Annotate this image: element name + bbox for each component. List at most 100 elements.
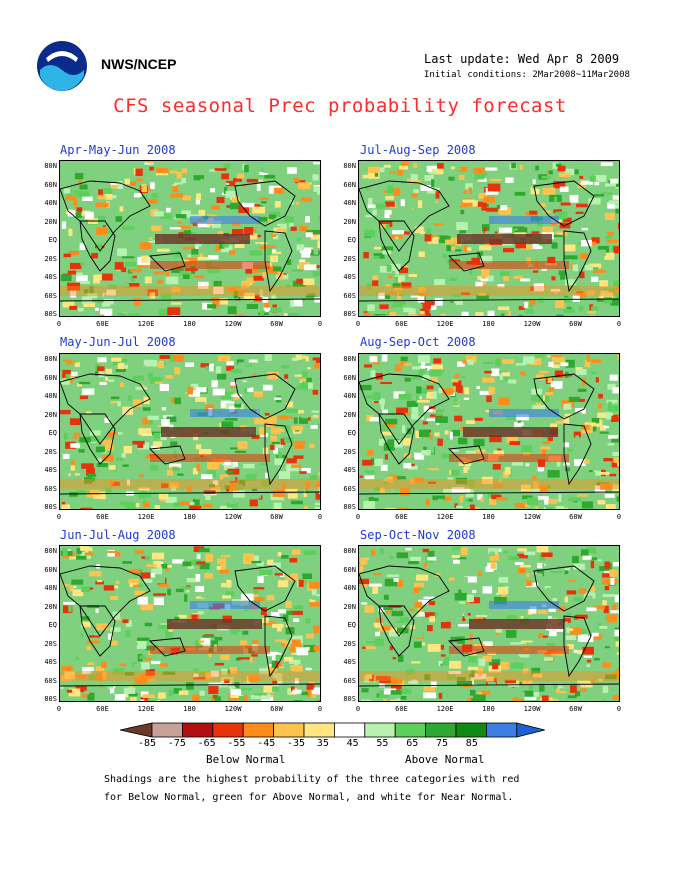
lat-tick-label: 60N	[44, 565, 57, 574]
cbar-tick-label: 65	[406, 738, 419, 749]
lat-tick-label: 20N	[44, 217, 57, 226]
cbar-arrow-right	[516, 722, 545, 738]
panel-title-jja: Jun-Jul-Aug 2008	[60, 528, 176, 542]
lat-tick-label: EQ	[347, 429, 356, 437]
lon-tick-label: 0	[317, 705, 323, 713]
panel-title-aso: Aug-Sep-Oct 2008	[360, 335, 476, 349]
lon-tick-label: 180	[482, 513, 495, 521]
lat-tick-label: 40S	[44, 658, 57, 666]
lat-tick-label: 20N	[44, 410, 57, 419]
map-panel-aso	[358, 353, 620, 510]
lat-tick-label: 20S	[44, 254, 57, 263]
lat-tick-label: 20N	[343, 410, 356, 419]
lon-tick-label: 120W	[523, 320, 541, 328]
lat-tick-label: 60S	[44, 291, 57, 300]
lon-tick-label: 0	[355, 320, 361, 328]
lat-tick-label: 40S	[44, 466, 57, 474]
lon-tick-label: 0	[355, 513, 361, 521]
lon-tick-label: 60W	[569, 705, 582, 713]
lat-tick-label: 80S	[343, 503, 356, 511]
lat-tick-label: 80S	[343, 310, 356, 318]
lon-tick-label: 60W	[569, 513, 582, 521]
lat-tick-label: 80N	[343, 162, 356, 170]
lat-tick-label: 60S	[343, 291, 356, 300]
lat-tick-label: 60N	[44, 180, 57, 189]
lon-tick-label: 120W	[224, 513, 242, 521]
cbar-swatch	[425, 722, 457, 738]
cbar-tick-label: 85	[465, 738, 478, 749]
lon-tick-label: 0	[616, 320, 622, 328]
lat-tick-label: 20N	[343, 602, 356, 611]
noaa-logo-icon	[36, 40, 88, 92]
cbar-tick-label: -75	[167, 738, 186, 749]
cbar-swatch	[394, 722, 427, 738]
lat-tick-label: 20N	[44, 602, 57, 611]
lat-tick-label: 40N	[44, 199, 57, 207]
lat-tick-label: 60N	[44, 373, 57, 382]
lon-tick-label: 0	[317, 320, 323, 328]
lon-tick-label: 60E	[96, 513, 109, 521]
lon-tick-label: 180	[183, 513, 196, 521]
lon-tick-label: 60W	[270, 705, 283, 713]
lat-tick-label: 60N	[343, 565, 356, 574]
lon-tick-label: 120E	[137, 705, 155, 713]
above-normal-label: Above Normal	[405, 753, 485, 766]
lon-tick-label: 60E	[395, 320, 408, 328]
cbar-tick-label: 35	[316, 738, 329, 749]
below-normal-label: Below Normal	[206, 753, 286, 766]
lon-tick-label: 60E	[96, 705, 109, 713]
lon-tick-label: 180	[183, 320, 196, 328]
lon-tick-label: 0	[56, 513, 62, 521]
lat-tick-label: EQ	[48, 621, 57, 629]
map-panel-mjj	[59, 353, 321, 510]
lon-tick-label: 120E	[436, 705, 454, 713]
lat-tick-label: 80N	[44, 547, 57, 555]
map-panel-jas	[358, 160, 620, 317]
last-update-text: Last update: Wed Apr 8 2009	[424, 52, 620, 66]
lon-tick-label: 0	[616, 705, 622, 713]
cbar-swatch	[242, 722, 274, 738]
lon-tick-label: 0	[355, 705, 361, 713]
lon-tick-label: 120E	[436, 320, 454, 328]
lat-tick-label: 80S	[343, 695, 356, 703]
lon-tick-label: 120E	[137, 513, 155, 521]
lat-tick-label: 40N	[343, 584, 356, 592]
lat-tick-label: 60N	[343, 180, 356, 189]
lat-tick-label: 80S	[44, 310, 57, 318]
panel-title-amj: Apr-May-Jun 2008	[60, 143, 176, 157]
cbar-swatch	[364, 722, 396, 738]
lon-tick-label: 120W	[224, 320, 242, 328]
cbar-tick-label: 55	[376, 738, 389, 749]
lon-tick-label: 0	[56, 320, 62, 328]
lat-tick-label: EQ	[48, 236, 57, 244]
cbar-tick-label: -35	[287, 738, 306, 749]
lat-tick-label: 60S	[44, 484, 57, 493]
lon-tick-label: 120W	[224, 705, 242, 713]
lat-tick-label: 20N	[343, 217, 356, 226]
lon-tick-label: 180	[183, 705, 196, 713]
lat-tick-label: 40S	[343, 273, 356, 281]
lat-tick-label: 80S	[44, 503, 57, 511]
lat-tick-label: 20S	[343, 639, 356, 648]
lon-tick-label: 0	[56, 705, 62, 713]
lon-tick-label: 120W	[523, 513, 541, 521]
lon-tick-label: 120W	[523, 705, 541, 713]
panel-title-son: Sep-Oct-Nov 2008	[360, 528, 476, 542]
lat-tick-label: 80N	[44, 355, 57, 363]
lat-tick-label: 60S	[343, 484, 356, 493]
cbar-swatch	[455, 722, 487, 738]
cbar-swatch	[151, 722, 183, 738]
cbar-swatch	[303, 722, 335, 738]
cbar-swatch	[273, 722, 305, 738]
lat-tick-label: 60N	[343, 373, 356, 382]
cbar-swatch	[182, 722, 214, 738]
lon-tick-label: 60E	[96, 320, 109, 328]
lon-tick-label: 0	[317, 513, 323, 521]
lat-tick-label: 80S	[44, 695, 57, 703]
caption-line-1: Shadings are the highest probability of …	[104, 774, 520, 785]
lon-tick-label: 60E	[395, 513, 408, 521]
color-bar	[119, 722, 560, 742]
cbar-swatch	[333, 722, 366, 738]
lon-tick-label: 0	[616, 513, 622, 521]
lat-tick-label: 80N	[44, 162, 57, 170]
